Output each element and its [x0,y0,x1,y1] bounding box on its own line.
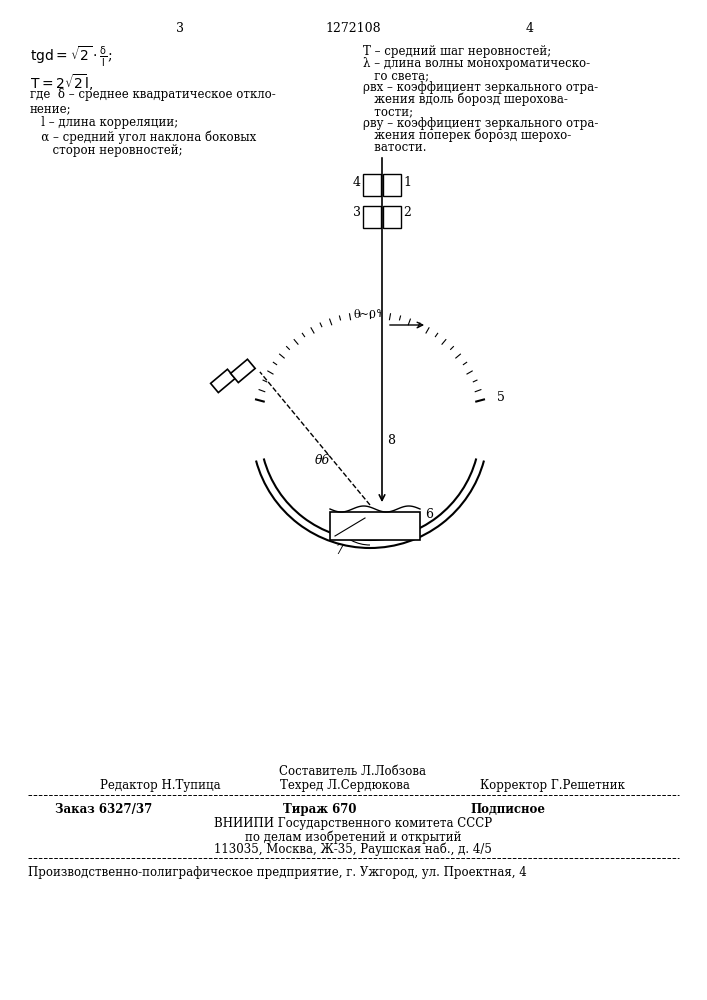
Text: α – средний угол наклона боковых: α – средний угол наклона боковых [30,130,256,143]
Text: $\mathrm{T=2\sqrt{2}l,}$: $\mathrm{T=2\sqrt{2}l,}$ [30,72,93,93]
Text: Тираж 670: Тираж 670 [283,803,356,816]
Text: жения вдоль борозд шерохова-: жения вдоль борозд шерохова- [363,93,568,106]
Text: 8: 8 [387,434,395,446]
Polygon shape [230,359,255,383]
Text: $\mathrm{tgd=\sqrt{2}\cdot\frac{\delta}{l}}$;: $\mathrm{tgd=\sqrt{2}\cdot\frac{\delta}{… [30,45,113,69]
Text: 3: 3 [353,207,361,220]
Text: Редактор Н.Тупица: Редактор Н.Тупица [100,779,221,792]
Text: нение;: нение; [30,102,71,115]
Text: Заказ 6327/37: Заказ 6327/37 [55,803,152,816]
Text: 4: 4 [353,176,361,188]
Text: 6: 6 [425,508,433,522]
Text: λ – длина волны монохроматическо-: λ – длина волны монохроматическо- [363,57,590,70]
Text: ρвх – коэффициент зеркального отра-: ρвх – коэффициент зеркального отра- [363,81,598,94]
Text: го света;: го света; [363,69,429,82]
Text: ватости.: ватости. [363,141,426,154]
Text: 1: 1 [403,176,411,188]
Text: Корректор Г.Решетник: Корректор Г.Решетник [480,779,625,792]
Text: 113035, Москва, Ж-35, Раушская наб., д. 4/5: 113035, Москва, Ж-35, Раушская наб., д. … [214,843,492,856]
Text: 5: 5 [497,391,505,404]
Bar [383,206,401,228]
Text: l – длина корреляции;: l – длина корреляции; [30,116,178,129]
Text: 4: 4 [526,22,534,35]
Text: жения поперек борозд шерохо-: жения поперек борозд шерохо- [363,129,571,142]
Text: по делам изобретений и открытий: по делам изобретений и открытий [245,830,461,844]
Bar [383,174,401,196]
Polygon shape [211,369,235,393]
Bar [363,174,381,196]
Text: θ6: θ6 [315,454,330,466]
Text: 3: 3 [176,22,184,35]
Text: Подписное: Подписное [470,803,545,816]
Text: 2: 2 [403,207,411,220]
Text: тости;: тости; [363,105,413,118]
Text: сторон неровностей;: сторон неровностей; [30,144,182,157]
Text: Техред Л.Сердюкова: Техред Л.Сердюкова [280,779,410,792]
Text: 7: 7 [335,544,343,556]
Text: θ~0°: θ~0° [354,310,382,320]
Text: T – средний шаг неровностей;: T – средний шаг неровностей; [363,45,551,58]
Text: Производственно-полиграфическое предприятие, г. Ужгород, ул. Проектная, 4: Производственно-полиграфическое предприя… [28,866,527,879]
Text: Составитель Л.Лобзова: Составитель Л.Лобзова [279,765,426,778]
Bar [330,512,420,540]
Text: где  δ – среднее квадратическое откло-: где δ – среднее квадратическое откло- [30,88,276,101]
Text: ρву – коэффициент зеркального отра-: ρву – коэффициент зеркального отра- [363,117,598,130]
Bar [363,206,381,228]
Text: ВНИИПИ Государственного комитета СССР: ВНИИПИ Государственного комитета СССР [214,817,492,830]
Text: 1272108: 1272108 [325,22,381,35]
